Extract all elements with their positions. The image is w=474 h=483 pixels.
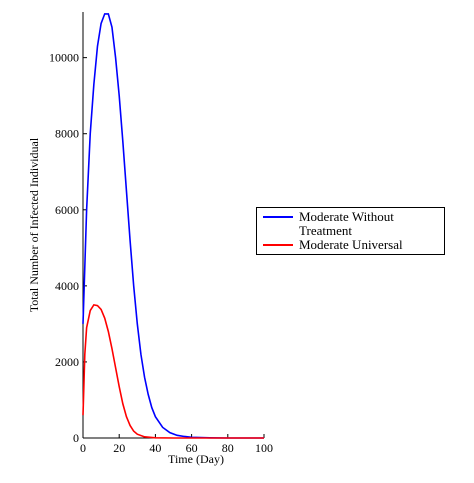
legend-label: Moderate Universal — [299, 237, 403, 252]
x-tick-label: 60 — [186, 441, 198, 455]
x-tick-label: 80 — [222, 441, 234, 455]
data-line — [82, 13, 264, 439]
y-tick-label: 8000 — [55, 127, 79, 141]
legend-swatch — [263, 216, 293, 218]
x-tick-label: 100 — [255, 441, 273, 455]
x-tick-label: 0 — [80, 441, 86, 455]
y-tick-label: 6000 — [55, 203, 79, 217]
y-tick-label: 2000 — [55, 355, 79, 369]
x-axis-label: Time (Day) — [168, 452, 224, 466]
legend: Moderate Without Treatment Moderate Unive… — [256, 207, 445, 255]
data-line — [82, 303, 264, 439]
legend-label: Moderate Without Treatment — [299, 209, 394, 238]
x-tick-label: 40 — [149, 441, 161, 455]
y-tick-label: 4000 — [55, 279, 79, 293]
y-tick-label: 0 — [73, 431, 79, 445]
y-axis-label: Total Number of Infected Individual — [27, 137, 41, 312]
legend-entry: Moderate Universal — [257, 238, 444, 252]
y-tick-label: 10000 — [49, 51, 79, 65]
legend-entry: Moderate Without Treatment — [257, 210, 444, 238]
x-tick-label: 20 — [113, 441, 125, 455]
legend-swatch — [263, 244, 293, 246]
